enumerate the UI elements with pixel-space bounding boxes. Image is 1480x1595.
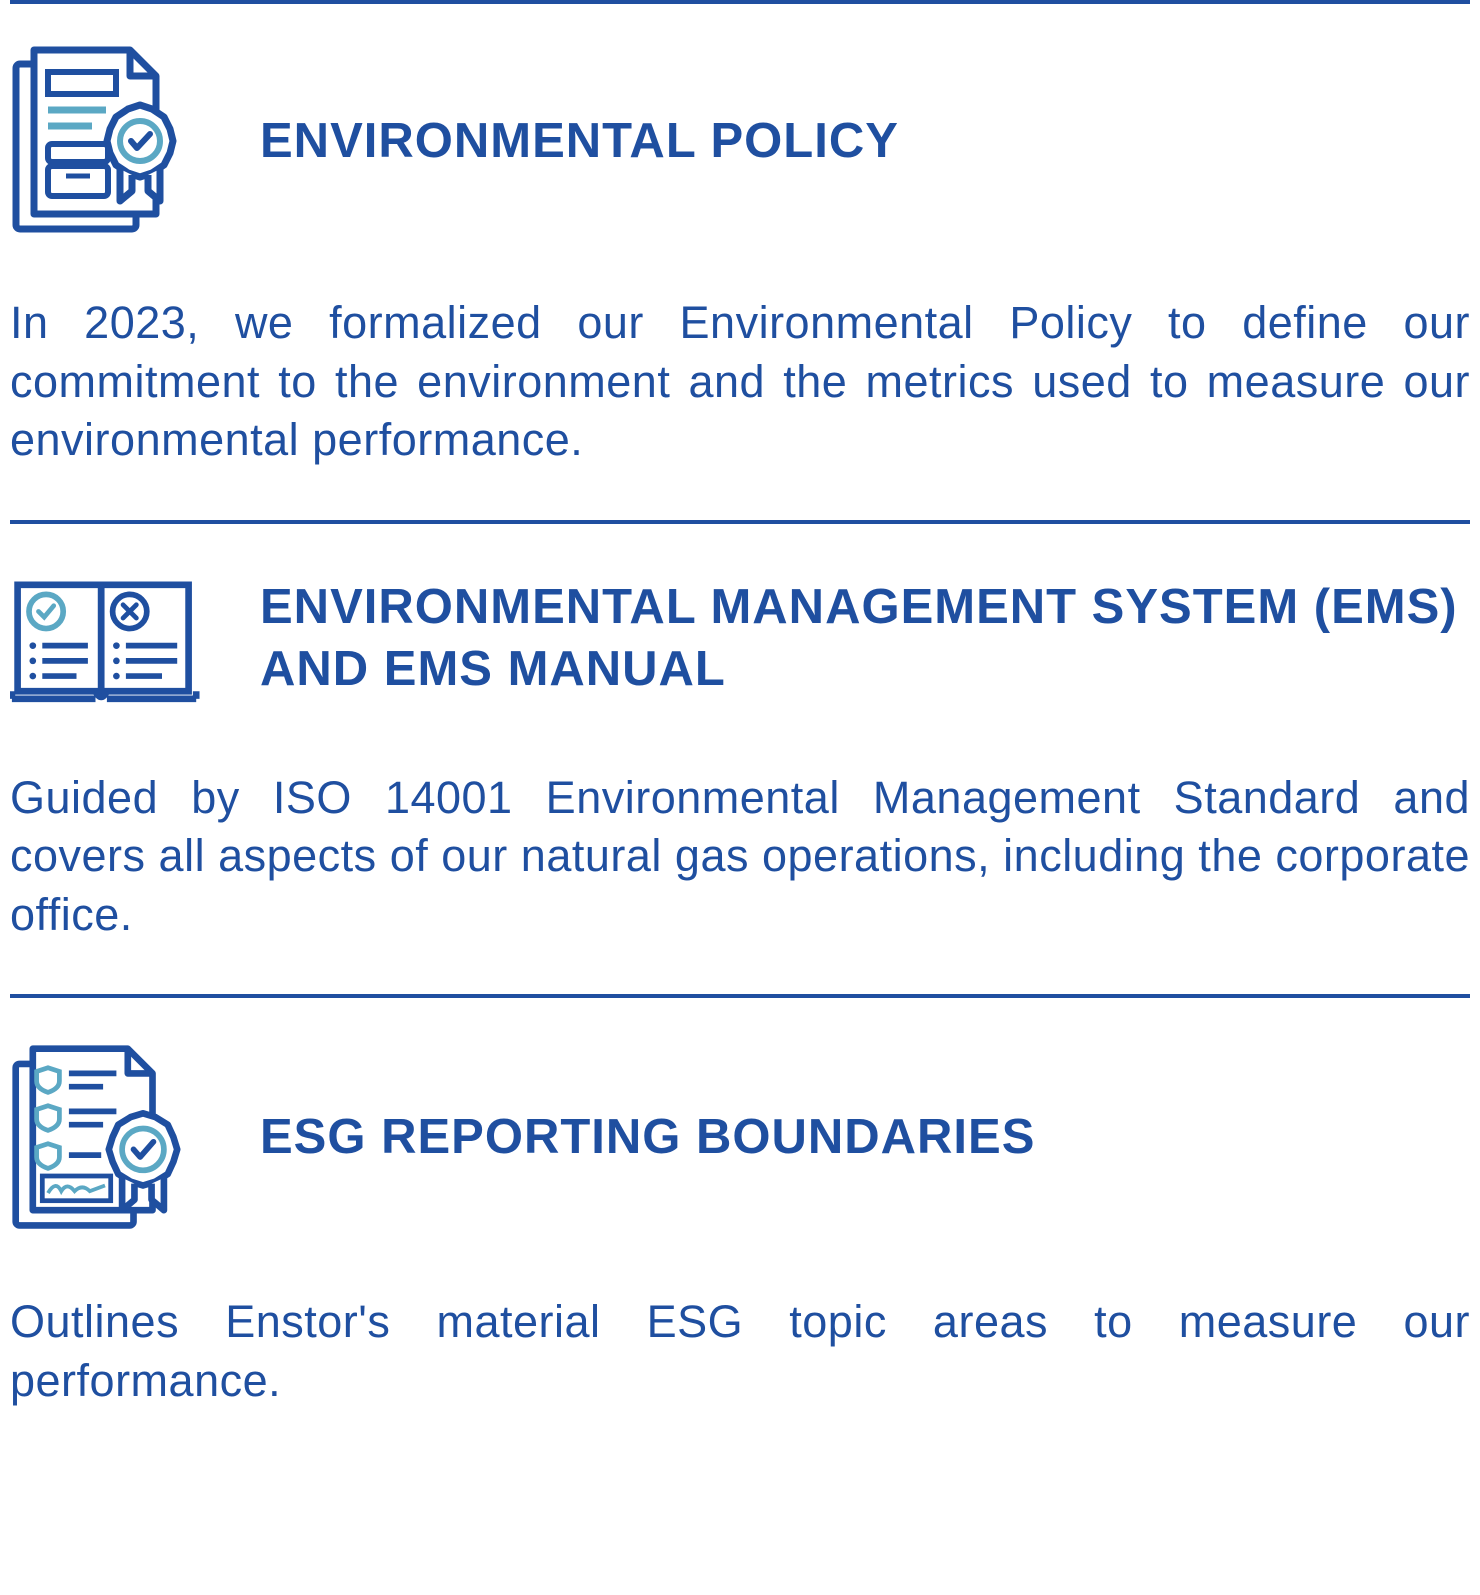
section-title: ENVIRONMENTAL MANAGEMENT SYSTEM (EMS) AN… [260, 577, 1470, 700]
section-header: ENVIRONMENTAL MANAGEMENT SYSTEM (EMS) AN… [10, 564, 1470, 714]
section-body: In 2023, we formalized our Environmental… [10, 294, 1470, 470]
section-title: ESG REPORTING BOUNDARIES [260, 1107, 1035, 1168]
section-header: ESG REPORTING BOUNDARIES [10, 1038, 1470, 1238]
section-header: ENVIRONMENTAL POLICY [10, 44, 1470, 239]
shield-document-badge-icon [10, 1038, 200, 1238]
section-ems: ENVIRONMENTAL MANAGEMENT SYSTEM (EMS) AN… [10, 524, 1470, 995]
checklist-book-icon [10, 564, 200, 714]
section-body: Guided by ISO 14001 Environmental Manage… [10, 769, 1470, 945]
section-title: ENVIRONMENTAL POLICY [260, 111, 899, 172]
section-environmental-policy: ENVIRONMENTAL POLICY In 2023, we formali… [10, 4, 1470, 520]
section-body: Outlines Enstor's material ESG topic are… [10, 1293, 1470, 1410]
section-esg-boundaries: ESG REPORTING BOUNDARIES Outlines Enstor… [10, 998, 1470, 1460]
document-badge-icon [10, 44, 200, 239]
